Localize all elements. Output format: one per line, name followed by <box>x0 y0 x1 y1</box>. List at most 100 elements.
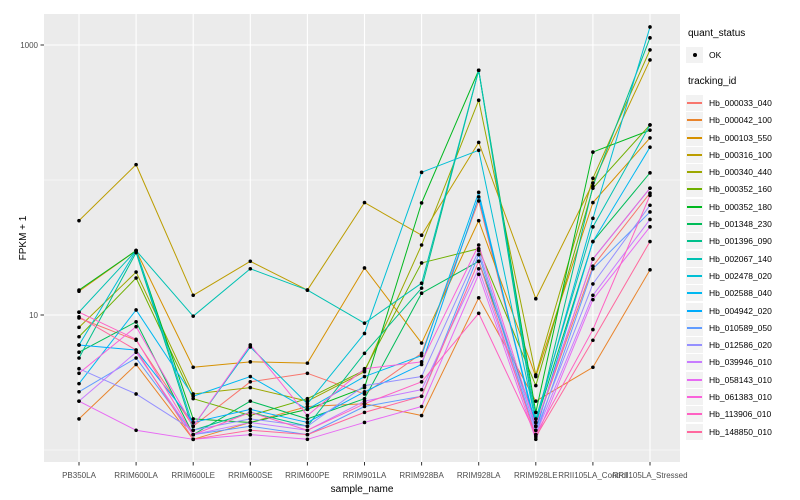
legend-color-line-icon <box>687 344 702 347</box>
data-point <box>591 266 595 271</box>
data-point <box>305 371 310 376</box>
data-point <box>77 325 81 330</box>
legend-item-label: Hb_039946_010 <box>709 357 772 368</box>
data-point <box>419 380 424 384</box>
data-point <box>648 25 652 29</box>
legend-item-label: Hb_001396_090 <box>709 236 772 247</box>
legend-key <box>686 302 703 319</box>
legend-item: Hb_012586_020 <box>686 336 798 354</box>
data-point <box>591 264 595 268</box>
legend-item-label: Hb_061383_010 <box>709 391 772 402</box>
x-tick-label: RRIM928LA <box>457 471 501 480</box>
legend-color-line-icon <box>687 274 702 277</box>
legend-item-label: Hb_002067_140 <box>709 253 772 264</box>
data-point <box>648 128 652 132</box>
legend-item: Hb_000352_180 <box>686 198 798 215</box>
legend-key <box>686 267 703 284</box>
legend-item-label: Hb_000340_440 <box>709 167 772 178</box>
data-point <box>305 288 310 292</box>
data-point <box>191 394 195 399</box>
x-tick-label: RRIM928BA <box>399 471 444 480</box>
ok-point-icon <box>692 52 697 57</box>
data-point <box>534 435 538 439</box>
legend-color-line-icon <box>687 257 702 260</box>
legend-key <box>686 388 703 405</box>
legend-key <box>686 406 703 423</box>
data-point <box>476 98 481 103</box>
data-point <box>591 200 595 205</box>
data-point <box>77 371 81 376</box>
legend-key <box>686 181 703 198</box>
legend-key <box>686 354 703 371</box>
legend-item-label: Hb_000033_040 <box>709 97 772 108</box>
legend-item-label: OK <box>709 49 722 60</box>
data-point <box>476 140 481 145</box>
data-point <box>476 296 481 300</box>
legend-item-label: Hb_002478_020 <box>709 270 772 281</box>
legend-title-quant-status: quant_status <box>688 28 746 39</box>
data-point <box>534 428 538 433</box>
data-point <box>191 437 195 442</box>
data-point <box>476 259 481 264</box>
data-point <box>476 218 481 223</box>
legend-item-label: Hb_000352_180 <box>709 201 772 212</box>
data-point <box>419 281 424 286</box>
data-point <box>476 195 481 199</box>
x-tick-label: RRIM600LE <box>171 471 215 480</box>
data-point <box>362 383 367 388</box>
data-point <box>248 407 253 412</box>
data-point <box>534 296 538 301</box>
x-tick-label: RRIM901LA <box>343 471 387 480</box>
data-point <box>191 428 195 433</box>
legend-key <box>686 337 703 354</box>
legend-item: Hb_148850_010 <box>686 423 798 440</box>
legend-key <box>686 233 703 250</box>
legend-item-label: Hb_012586_020 <box>709 340 772 351</box>
data-point <box>648 48 652 52</box>
data-point <box>134 348 138 352</box>
data-point <box>362 331 367 336</box>
legend-item: Hb_000316_100 <box>686 146 798 163</box>
legend-color-line-icon <box>687 188 702 191</box>
data-point <box>591 239 595 244</box>
data-point <box>591 216 595 221</box>
data-point <box>648 268 652 272</box>
data-point <box>419 362 424 367</box>
data-point <box>534 424 538 429</box>
data-point <box>419 243 424 247</box>
data-point <box>476 190 481 195</box>
data-point <box>248 259 253 264</box>
data-point <box>591 181 595 185</box>
data-point <box>648 203 652 208</box>
x-tick-label: RRIM600PE <box>285 471 329 480</box>
data-point <box>648 186 652 190</box>
data-point <box>134 356 138 360</box>
legend-item: Hb_058143_010 <box>686 371 798 388</box>
data-point <box>476 199 481 203</box>
data-point <box>305 401 310 406</box>
legend-color-line-icon <box>687 171 702 174</box>
data-point <box>362 389 367 394</box>
data-point <box>419 261 424 265</box>
data-point <box>362 321 367 325</box>
data-point <box>77 310 81 314</box>
y-tick-label: 10 <box>29 311 38 320</box>
data-point <box>419 360 424 364</box>
data-point <box>191 420 195 425</box>
legend-key <box>686 129 703 146</box>
data-point <box>77 343 81 347</box>
legend-item: Hb_000352_160 <box>686 181 798 198</box>
data-point <box>191 293 195 298</box>
legend-color-line-icon <box>687 378 702 381</box>
legend-color-line-icon <box>687 430 702 433</box>
x-tick-label: RRII105LA_Control <box>558 471 628 480</box>
data-point <box>305 413 310 418</box>
legend-item: Hb_000033_040 <box>686 94 798 111</box>
legend-key <box>686 319 703 336</box>
data-point <box>648 145 652 149</box>
data-point <box>362 404 367 409</box>
data-point <box>476 68 481 73</box>
data-point <box>248 428 253 433</box>
legend-color-line-icon <box>687 153 702 156</box>
legend-color-line-icon <box>687 136 702 139</box>
